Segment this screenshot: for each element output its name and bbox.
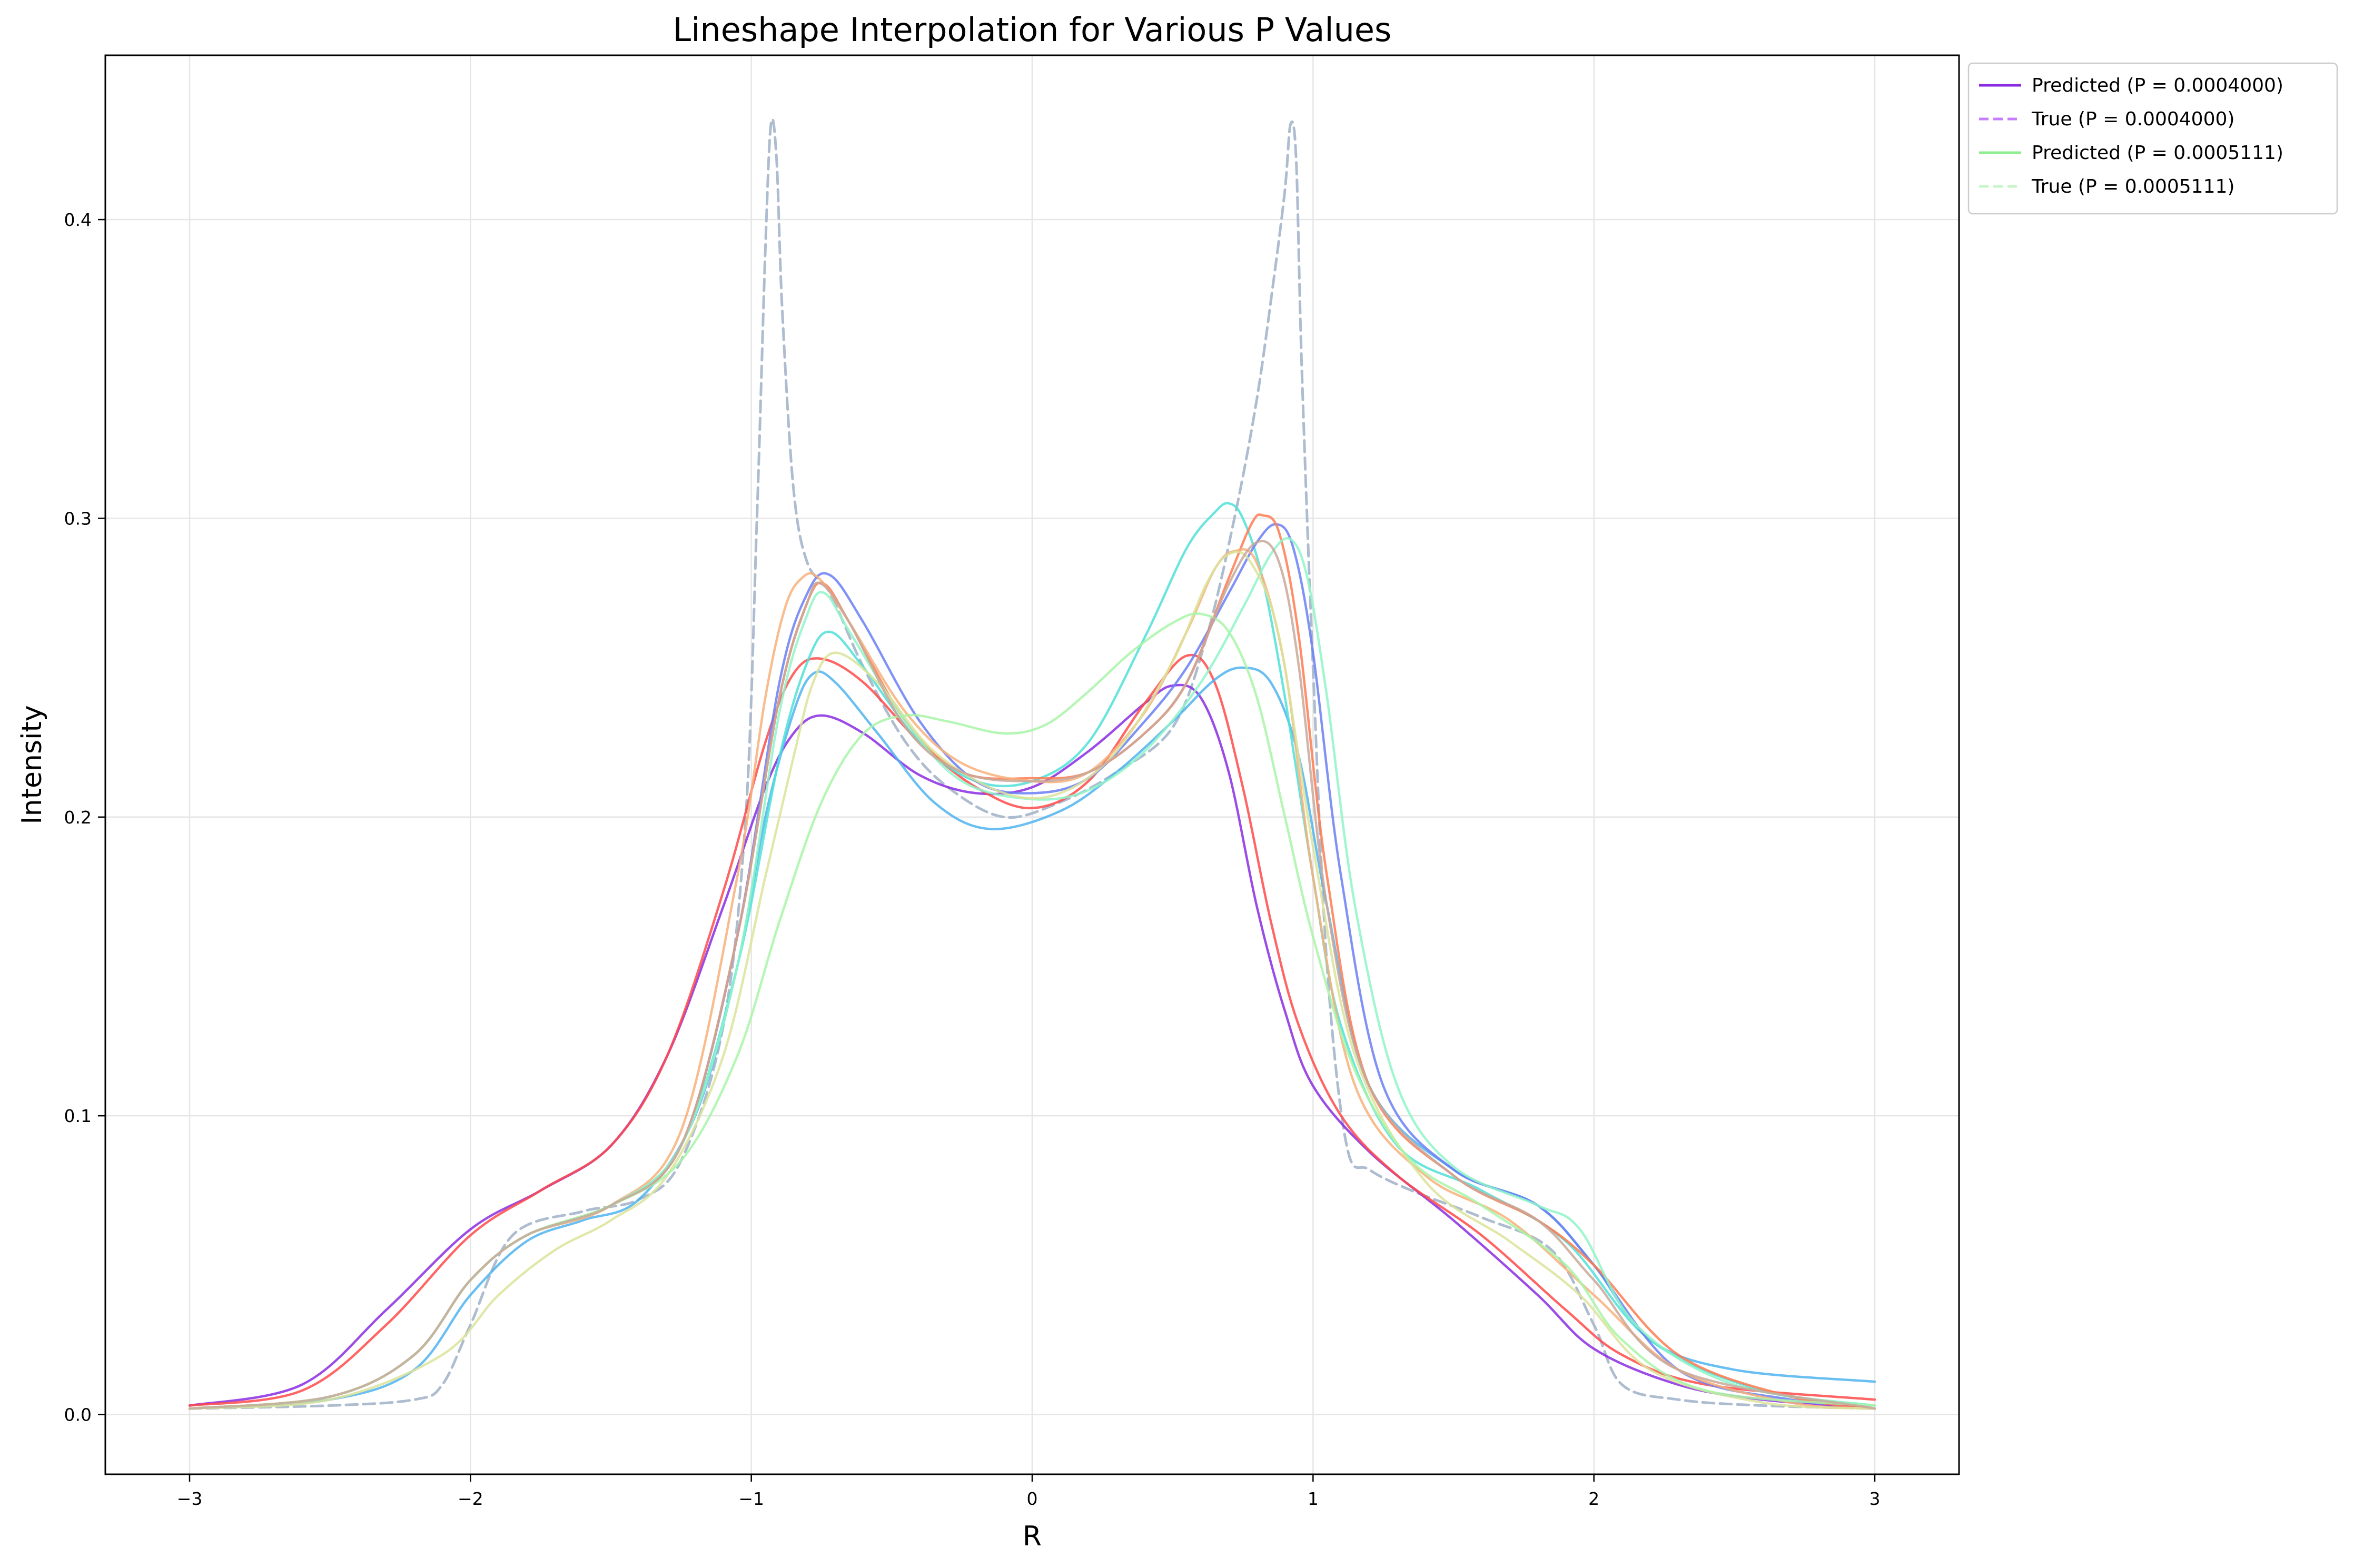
x-axis-title: R (1023, 1521, 1042, 1552)
x-tick-label: 0 (1027, 1488, 1038, 1509)
y-axis-title: Intensity (16, 705, 48, 824)
x-tick-label: 1 (1308, 1488, 1319, 1509)
y-tick-label: 0.4 (64, 210, 92, 230)
legend: Predicted (P = 0.0004000) True (P = 0.000… (1967, 62, 2338, 215)
tick-layer: −3 −2 −1 0 1 2 3 0.0 0.1 0.2 0.3 0.4 (64, 210, 1881, 1509)
legend-label: Predicted (P = 0.0005111) (2032, 142, 2283, 164)
chart-title: Lineshape Interpolation for Various P Va… (673, 11, 1392, 49)
x-tick-label: −1 (738, 1488, 764, 1509)
predicted-lineshape-series (188, 653, 1876, 1407)
legend-label: True (P = 0.0005111) (2031, 176, 2234, 197)
legend-label: True (P = 0.0004000) (2031, 108, 2234, 130)
predicted-lineshape-series (188, 550, 1876, 1410)
x-tick-label: −3 (177, 1488, 203, 1509)
legend-label: Predicted (P = 0.0004000) (2032, 75, 2283, 96)
x-tick-label: −2 (458, 1488, 483, 1509)
x-tick-label: 2 (1588, 1488, 1599, 1509)
predicted-lineshape-series (188, 540, 1876, 1410)
y-tick-label: 0.2 (64, 807, 92, 828)
y-tick-label: 0.3 (64, 508, 92, 529)
x-tick-label: 3 (1870, 1488, 1881, 1509)
legend-box (1967, 62, 2338, 215)
y-tick-label: 0.0 (64, 1405, 92, 1425)
y-tick-label: 0.1 (64, 1106, 92, 1126)
series-layer (188, 117, 1876, 1410)
